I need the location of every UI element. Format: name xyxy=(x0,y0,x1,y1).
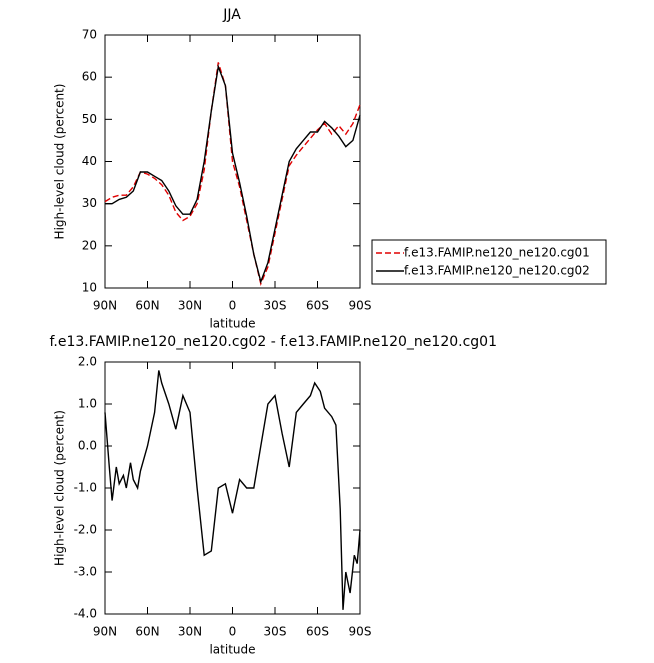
y-axis-label: High-level cloud (percent) xyxy=(53,410,67,566)
x-axis-label: latitude xyxy=(209,643,255,657)
y-tick-label: -3.0 xyxy=(74,565,97,579)
x-tick-label: 90N xyxy=(93,625,117,639)
y-tick-label: -2.0 xyxy=(74,523,97,537)
legend-label: f.e13.FAMIP.ne120_ne120.cg01 xyxy=(404,246,590,260)
y-tick-label: 2.0 xyxy=(78,355,97,369)
legend-box xyxy=(371,239,607,285)
chart-title: f.e13.FAMIP.ne120_ne120.cg02 - f.e13.FAM… xyxy=(50,334,498,350)
data-line xyxy=(104,370,361,610)
x-tick-label: 60S xyxy=(306,625,329,639)
y-tick-label: 10 xyxy=(82,281,97,295)
x-tick-label: 30S xyxy=(264,625,287,639)
y-tick-label: 40 xyxy=(82,154,97,168)
y-axis-label: High-level cloud (percent) xyxy=(53,84,67,240)
x-tick-label: 90S xyxy=(349,299,372,313)
data-line xyxy=(104,62,361,287)
x-tick-label: 30N xyxy=(178,299,202,313)
y-tick-label: 0.0 xyxy=(78,439,97,453)
x-tick-label: 60N xyxy=(135,625,159,639)
x-tick-label: 90S xyxy=(349,625,372,639)
x-tick-label: 60S xyxy=(306,299,329,313)
y-tick-label: 1.0 xyxy=(78,397,97,411)
y-tick-label: 50 xyxy=(82,112,97,126)
y-tick-label: 30 xyxy=(82,196,97,210)
x-tick-label: 0 xyxy=(229,625,237,639)
y-tick-label: 20 xyxy=(82,238,97,252)
x-tick-label: 60N xyxy=(135,299,159,313)
x-tick-label: 90N xyxy=(93,299,117,313)
chart-title: JJA xyxy=(222,7,241,23)
y-tick-label: 60 xyxy=(82,70,97,84)
x-tick-label: 0 xyxy=(229,299,237,313)
x-tick-label: 30N xyxy=(178,625,202,639)
y-tick-label: -1.0 xyxy=(74,481,97,495)
x-tick-label: 30S xyxy=(264,299,287,313)
y-tick-label: -4.0 xyxy=(74,607,97,621)
y-tick-label: 70 xyxy=(82,28,97,42)
x-axis-label: latitude xyxy=(209,317,255,331)
data-line xyxy=(105,63,361,285)
legend-label: f.e13.FAMIP.ne120_ne120.cg02 xyxy=(404,264,590,278)
